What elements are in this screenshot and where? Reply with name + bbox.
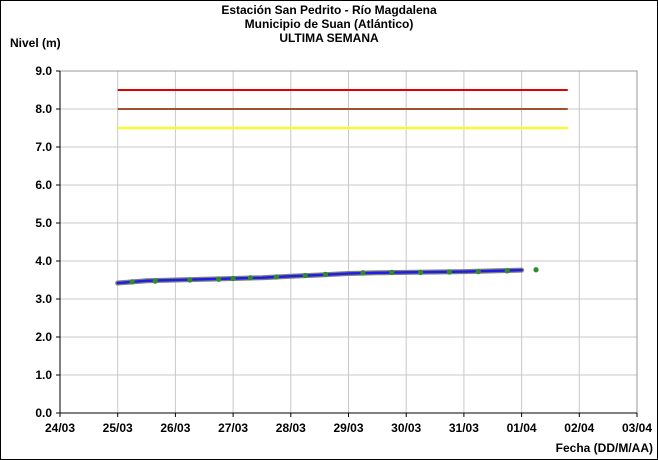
chart-title-line-3: ULTIMA SEMANA (279, 31, 379, 45)
series-point (247, 275, 254, 281)
series-point (273, 274, 279, 280)
x-tick-label: 27/03 (218, 421, 248, 435)
series-point (187, 277, 193, 283)
grid-layer (59, 70, 638, 414)
series-point (446, 269, 453, 275)
x-tick-label: 02/04 (564, 421, 594, 435)
series-layer (115, 267, 539, 286)
x-tick-label: 26/03 (160, 421, 190, 435)
series-point (302, 272, 308, 279)
x-tick-label: 30/03 (391, 421, 421, 435)
y-tick-label: 0.0 (35, 406, 52, 420)
series-point (389, 269, 395, 275)
x-tick-label: 25/03 (103, 421, 133, 435)
series-point (152, 278, 158, 284)
x-tick-label: 03/04 (622, 421, 652, 435)
x-tick-label: 01/04 (507, 421, 537, 435)
series-point (230, 275, 236, 282)
y-tick-label: 1.0 (35, 368, 52, 382)
y-tick-label: 3.0 (35, 292, 52, 306)
y-tick-label: 6.0 (35, 178, 52, 192)
y-tick-label: 7.0 (35, 140, 52, 154)
series-point (129, 279, 135, 285)
series-point (216, 276, 222, 282)
y-tick-label: 9.0 (35, 64, 52, 78)
y-tick-label: 5.0 (35, 216, 52, 230)
x-tick-label: 28/03 (276, 421, 306, 435)
x-tick-label: 24/03 (45, 421, 75, 435)
threshold-layer (117, 89, 568, 129)
x-tick-label: 29/03 (333, 421, 363, 435)
series-point (504, 268, 510, 274)
x-axis-label: Fecha (DD/M/AA) (556, 441, 653, 455)
series-point (533, 267, 539, 273)
chart-title-line-1: Estación San Pedrito - Río Magdalena (221, 3, 437, 17)
series-point (360, 270, 366, 276)
y-tick-label: 8.0 (35, 102, 52, 116)
series-point (475, 269, 481, 275)
series-point (418, 269, 424, 275)
chart-title-line-2: Municipio de Suan (Atlántico) (244, 17, 414, 31)
y-axis-label: Nivel (m) (10, 36, 61, 50)
axis-layer: 0.0 1.0 2.0 3.0 4.0 5.0 6.0 7.0 8.0 9.0 24/03 25/03… (35, 64, 652, 435)
series-point (322, 271, 329, 277)
x-tick-label: 31/03 (449, 421, 479, 435)
y-tick-label: 4.0 (35, 254, 52, 268)
y-tick-label: 2.0 (35, 330, 52, 344)
